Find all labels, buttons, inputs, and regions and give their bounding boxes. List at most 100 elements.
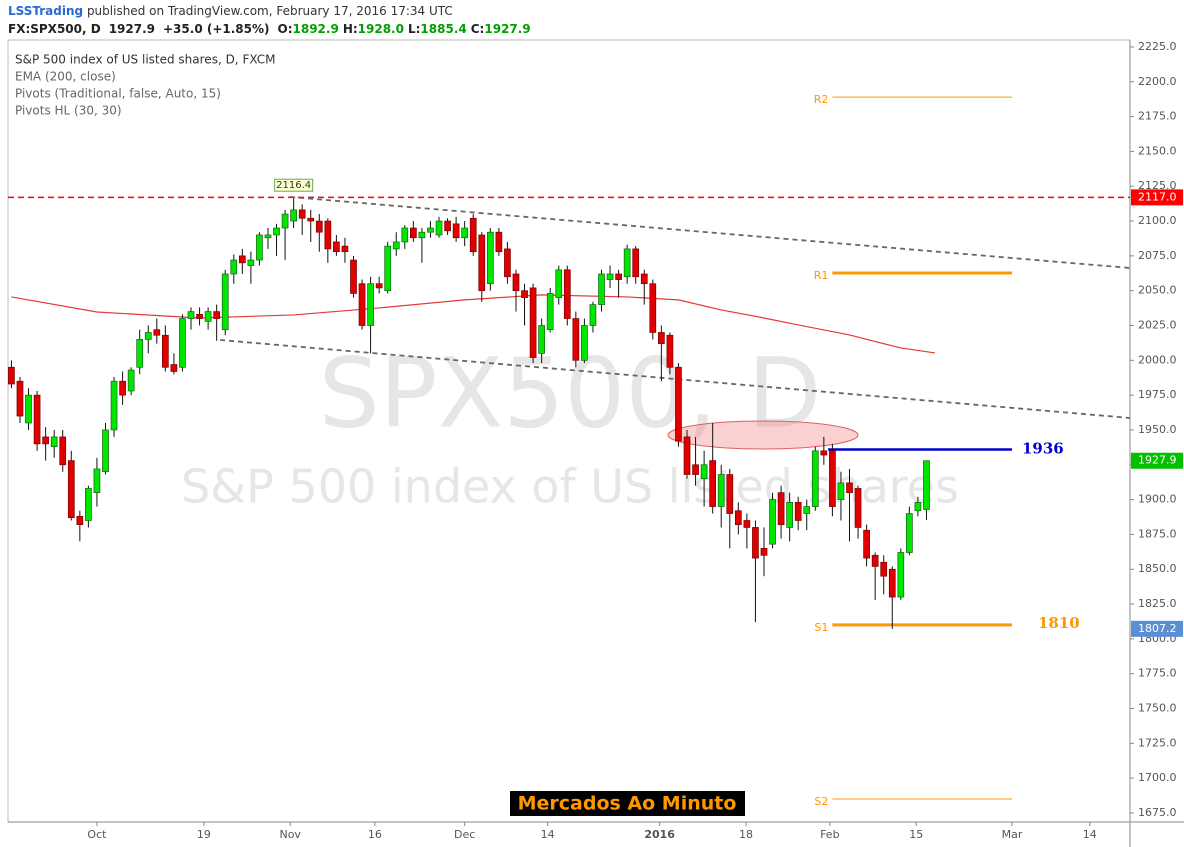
candle-body bbox=[264, 234, 272, 239]
candle-body bbox=[871, 554, 879, 567]
candle-body bbox=[358, 283, 366, 326]
candle-body bbox=[777, 492, 785, 526]
zone bbox=[667, 420, 859, 450]
quote-value: 1927.9 bbox=[484, 22, 530, 36]
candle-body bbox=[162, 334, 169, 368]
y-tick-label: 2125.0 bbox=[1138, 179, 1177, 192]
y-tick-label: 1875.0 bbox=[1138, 527, 1177, 540]
candle-body bbox=[127, 369, 135, 392]
candle-body bbox=[119, 380, 126, 396]
candle-body bbox=[709, 460, 717, 507]
candle-body bbox=[307, 217, 315, 222]
candle-body bbox=[863, 529, 870, 559]
candle-body bbox=[256, 234, 263, 261]
y-tick-label: 2175.0 bbox=[1138, 110, 1177, 123]
candle-body bbox=[478, 234, 486, 292]
quote-label: O: bbox=[278, 22, 293, 36]
candle-body bbox=[102, 429, 109, 473]
y-tick-label: 1725.0 bbox=[1138, 736, 1177, 749]
candle-body bbox=[658, 332, 665, 344]
candle-body bbox=[649, 283, 657, 333]
price-label: 1807.2 bbox=[1138, 622, 1177, 635]
candle-body bbox=[786, 502, 793, 528]
legend-item: Pivots (Traditional, false, Auto, 15) bbox=[15, 87, 221, 101]
quote-label: L: bbox=[408, 22, 420, 36]
level-annotation: 1936 bbox=[1022, 439, 1064, 457]
candle-body bbox=[495, 231, 503, 253]
y-tick-label: 1675.0 bbox=[1138, 806, 1177, 819]
ema-line bbox=[11, 294, 936, 354]
y-tick-label: 1700.0 bbox=[1138, 771, 1177, 784]
candle-body bbox=[435, 220, 443, 236]
last-price: 1927.9 bbox=[109, 22, 155, 36]
candle-body bbox=[25, 394, 32, 424]
symbol: FX:SPX500, D bbox=[8, 22, 101, 36]
x-tick-label: 15 bbox=[909, 828, 923, 841]
candle-body bbox=[589, 304, 597, 326]
candle-body bbox=[384, 245, 392, 292]
candle-body bbox=[555, 269, 563, 298]
quote-label: C: bbox=[471, 22, 485, 36]
candle-body bbox=[906, 513, 913, 553]
y-tick-label: 2225.0 bbox=[1138, 40, 1177, 53]
candle-body bbox=[144, 332, 152, 340]
pivot-label: R2 bbox=[814, 93, 829, 106]
candle-body bbox=[341, 245, 349, 253]
candle-body bbox=[666, 334, 674, 368]
candle-body bbox=[880, 561, 888, 577]
candle-body bbox=[367, 283, 374, 326]
candle-body bbox=[529, 287, 537, 358]
x-tick-label: Mar bbox=[1002, 828, 1023, 841]
candle-body bbox=[546, 293, 554, 331]
candle-body bbox=[486, 231, 494, 285]
chart-layer: R2 R1 S1 1810 S2 1936 2116.4 1675.0 1700.0 1725.0… bbox=[8, 40, 1183, 841]
candle-body bbox=[418, 231, 426, 239]
y-tick-label: 2150.0 bbox=[1138, 144, 1177, 157]
level-annotation: 1810 bbox=[1038, 614, 1080, 632]
y-tick-label: 2200.0 bbox=[1138, 75, 1177, 88]
legend-item: EMA (200, close) bbox=[15, 70, 116, 84]
x-tick-label: 14 bbox=[541, 828, 555, 841]
candle-body bbox=[512, 273, 520, 292]
y-tick-label: 2025.0 bbox=[1138, 319, 1177, 332]
candle-body bbox=[769, 499, 776, 545]
price-label-box bbox=[1131, 189, 1183, 206]
author: LSSTrading bbox=[8, 4, 83, 18]
y-tick-label: 1950.0 bbox=[1138, 423, 1177, 436]
candle-body bbox=[794, 502, 802, 521]
x-tick-label: 14 bbox=[1083, 828, 1097, 841]
price-label: 1927.9 bbox=[1138, 454, 1177, 467]
candle-body bbox=[692, 464, 699, 475]
quote-label: H: bbox=[343, 22, 358, 36]
candle-body bbox=[444, 220, 451, 232]
candle-body bbox=[521, 290, 528, 298]
candle-body bbox=[238, 255, 246, 264]
candle-body bbox=[598, 273, 605, 305]
y-tick-label: 1975.0 bbox=[1138, 388, 1177, 401]
candle-body bbox=[273, 227, 280, 236]
y-tick-label: 2050.0 bbox=[1138, 284, 1177, 297]
candle-body bbox=[734, 510, 742, 526]
candle-body bbox=[700, 464, 708, 480]
y-tick-label: 1775.0 bbox=[1138, 667, 1177, 680]
candle-body bbox=[752, 527, 759, 559]
candle-body bbox=[315, 220, 323, 233]
quote-value: 1885.4 bbox=[420, 22, 466, 36]
pivot-high-label: 2116.4 bbox=[276, 180, 311, 191]
price-label-box bbox=[1131, 452, 1183, 469]
candle-body bbox=[683, 436, 691, 475]
badge: Mercados Ao Minuto bbox=[518, 793, 737, 815]
y-tick-label: 1825.0 bbox=[1138, 597, 1177, 610]
pivot-label: R1 bbox=[814, 269, 829, 282]
candle-body bbox=[33, 394, 41, 445]
published: published on TradingView.com, February 1… bbox=[83, 4, 453, 18]
candle-body bbox=[820, 450, 828, 456]
candle-body bbox=[324, 220, 332, 250]
candle-body bbox=[581, 325, 588, 361]
y-tick-label: 1900.0 bbox=[1138, 493, 1177, 506]
candle-body bbox=[230, 259, 238, 275]
header-line: LSSTrading published on TradingView.com,… bbox=[8, 4, 453, 18]
candle-body bbox=[563, 269, 571, 319]
candle-body bbox=[50, 436, 58, 448]
candle-body bbox=[333, 241, 340, 253]
